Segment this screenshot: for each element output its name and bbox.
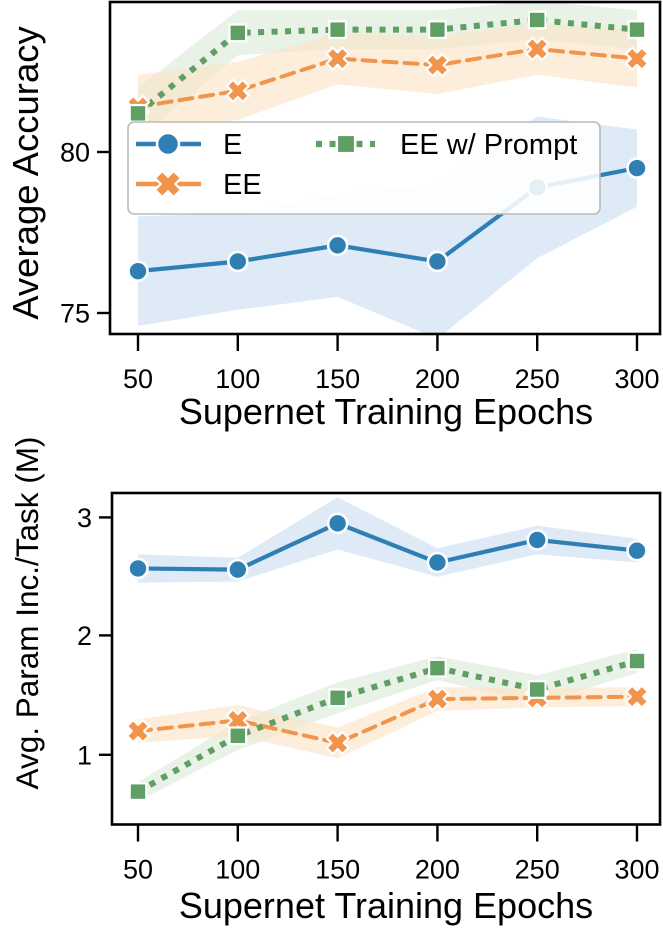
svg-text:250: 250 xyxy=(515,364,560,394)
svg-text:300: 300 xyxy=(614,855,659,885)
svg-text:EE w/ Prompt: EE w/ Prompt xyxy=(400,129,577,161)
svg-text:300: 300 xyxy=(614,364,659,394)
svg-text:Supernet Training Epochs: Supernet Training Epochs xyxy=(179,885,593,926)
svg-text:50: 50 xyxy=(123,855,153,885)
svg-text:200: 200 xyxy=(415,855,460,885)
svg-text:Avg. Param Inc./Task (M): Avg. Param Inc./Task (M) xyxy=(9,436,45,789)
svg-text:1: 1 xyxy=(77,740,92,770)
svg-text:3: 3 xyxy=(77,503,92,533)
svg-text:Supernet Training Epochs: Supernet Training Epochs xyxy=(179,391,593,432)
svg-text:EE: EE xyxy=(223,169,262,201)
svg-text:E: E xyxy=(223,129,242,161)
svg-text:250: 250 xyxy=(515,855,560,885)
svg-text:Average Accuracy: Average Accuracy xyxy=(5,25,46,319)
svg-text:2: 2 xyxy=(77,621,92,651)
svg-text:80: 80 xyxy=(60,138,90,168)
svg-text:100: 100 xyxy=(215,855,260,885)
svg-text:100: 100 xyxy=(215,364,260,394)
svg-text:150: 150 xyxy=(315,855,360,885)
svg-text:200: 200 xyxy=(415,364,460,394)
svg-text:150: 150 xyxy=(315,364,360,394)
svg-text:50: 50 xyxy=(123,364,153,394)
svg-text:75: 75 xyxy=(60,299,90,329)
